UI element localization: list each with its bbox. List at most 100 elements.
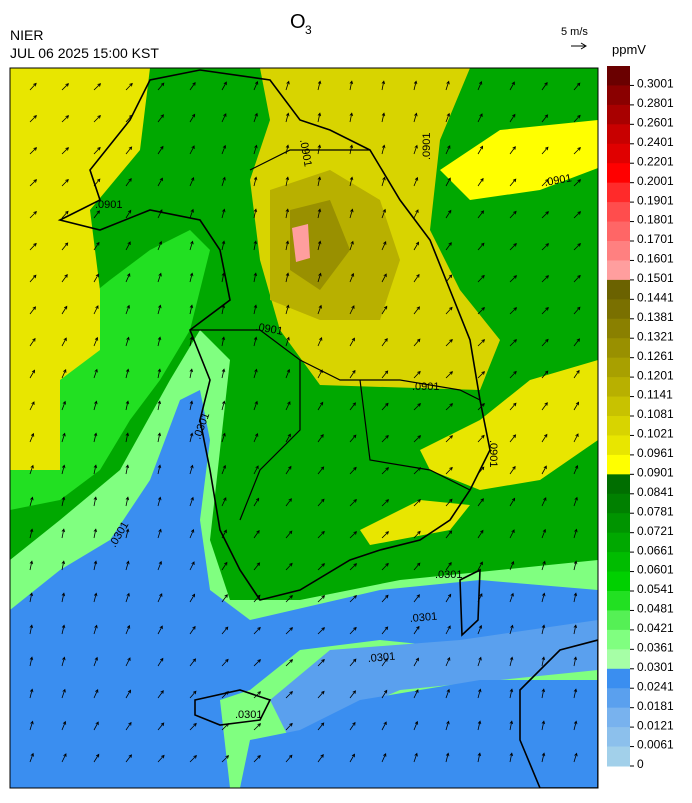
colorbar-cell [607, 338, 630, 359]
colorbar-cell [607, 66, 630, 86]
map: .0901 .0901 .0901 .0901 .0901 .0901 .0901 .0301… [10, 68, 598, 788]
wind-arrow [221, 176, 226, 187]
wind-arrow [573, 752, 578, 763]
wind-arrow [29, 306, 37, 315]
colorbar-label: 0.0421 [637, 621, 674, 635]
wind-arrow [509, 402, 517, 411]
colorbar-label: 0.1501 [637, 271, 674, 285]
wind-arrow [189, 113, 196, 123]
colorbar-cell [607, 357, 630, 378]
wind-arrow [61, 147, 70, 155]
wind-arrow [413, 273, 420, 283]
wind-arrow [509, 465, 516, 475]
wind-arrow [189, 625, 196, 635]
wind-arrow [381, 594, 389, 603]
wind-arrow [125, 368, 130, 379]
wind-arrow [381, 338, 388, 347]
wind-arrow [445, 112, 451, 123]
wind-arrow [157, 560, 163, 571]
wind-arrow [477, 371, 486, 379]
wind-arrow [125, 241, 131, 251]
colorbar-label: 0.0061 [637, 738, 674, 752]
wind-arrow [125, 304, 130, 315]
wind-arrow [349, 80, 354, 91]
wind-arrow [157, 209, 163, 219]
wind-arrow [189, 368, 194, 379]
wind-arrow [221, 81, 227, 91]
wind-arrow [29, 401, 35, 411]
wind-arrow [29, 337, 36, 347]
wind-arrow [477, 498, 484, 507]
colorbar-label: 0.1801 [637, 213, 674, 227]
wind-arrow [157, 690, 164, 699]
wind-arrow [157, 114, 164, 123]
wind-arrow [349, 176, 354, 187]
wind-arrow [413, 209, 419, 219]
wind-arrow [541, 592, 546, 603]
wind-arrow [381, 531, 389, 539]
colorbar-label: 0.2001 [637, 174, 674, 188]
wind-arrow [125, 82, 133, 91]
colorbar-label: 0.0841 [637, 485, 674, 499]
wind-arrow [29, 274, 37, 283]
wind-arrow [413, 752, 418, 763]
wind-arrow [445, 338, 453, 347]
colorbar-label: 0.0601 [637, 563, 674, 577]
colorbar-cell [607, 454, 630, 475]
wind-arrow [509, 339, 517, 347]
field-region [10, 68, 150, 470]
wind-arrow [93, 241, 100, 251]
colorbar-cell [607, 649, 630, 670]
wind-arrow [285, 176, 290, 187]
colorbar-cell [607, 668, 630, 689]
wind-arrow [381, 467, 390, 475]
wind-arrow [413, 176, 419, 187]
field-region [420, 360, 598, 490]
wind-arrow [61, 656, 66, 667]
wind-arrow [317, 466, 325, 475]
wind-arrow [541, 656, 546, 667]
wind-arrow [157, 304, 162, 315]
wind-arrow [477, 402, 485, 411]
colorbar-cell [607, 532, 630, 553]
wind-arrow [477, 145, 484, 155]
wind-arrow [509, 720, 514, 731]
wind-arrow [381, 305, 388, 315]
wind-arrow [221, 208, 226, 219]
wind-arrow [541, 146, 549, 155]
colorbar-label: 0.0481 [637, 602, 674, 616]
wind-arrow [573, 433, 579, 443]
wind-arrow [157, 145, 164, 155]
wind-arrow [317, 144, 322, 155]
wind-arrow [29, 211, 37, 219]
wind-arrow [445, 371, 454, 379]
contour-label: .0901 [254, 321, 283, 338]
wind-arrow [189, 690, 197, 699]
wind-arrow [189, 722, 197, 731]
wind-arrow [477, 434, 485, 443]
wind-arrow [285, 112, 290, 123]
wind-arrow [93, 83, 102, 91]
wind-arrow [285, 368, 291, 379]
wind-arrow [477, 656, 482, 667]
wind-arrow [349, 531, 358, 539]
wind-arrow [93, 368, 98, 379]
wind-arrow [157, 240, 163, 251]
wind-arrow [445, 435, 453, 443]
wind-arrow [573, 560, 578, 571]
wind-arrow [317, 401, 324, 411]
wind-arrow [29, 369, 35, 379]
wind-arrow [93, 336, 99, 347]
wind-arrow [93, 115, 101, 123]
colorbar-cell [607, 493, 630, 514]
field-region [440, 120, 598, 200]
wind-arrow [349, 305, 355, 315]
wind-arrow [93, 528, 98, 539]
wind-arrow [29, 432, 35, 443]
colorbar-cell [607, 610, 630, 631]
colorbar-label: 0.0181 [637, 699, 674, 713]
wind-arrow [93, 178, 101, 187]
wind-arrow [477, 274, 485, 283]
field-region [290, 200, 350, 290]
